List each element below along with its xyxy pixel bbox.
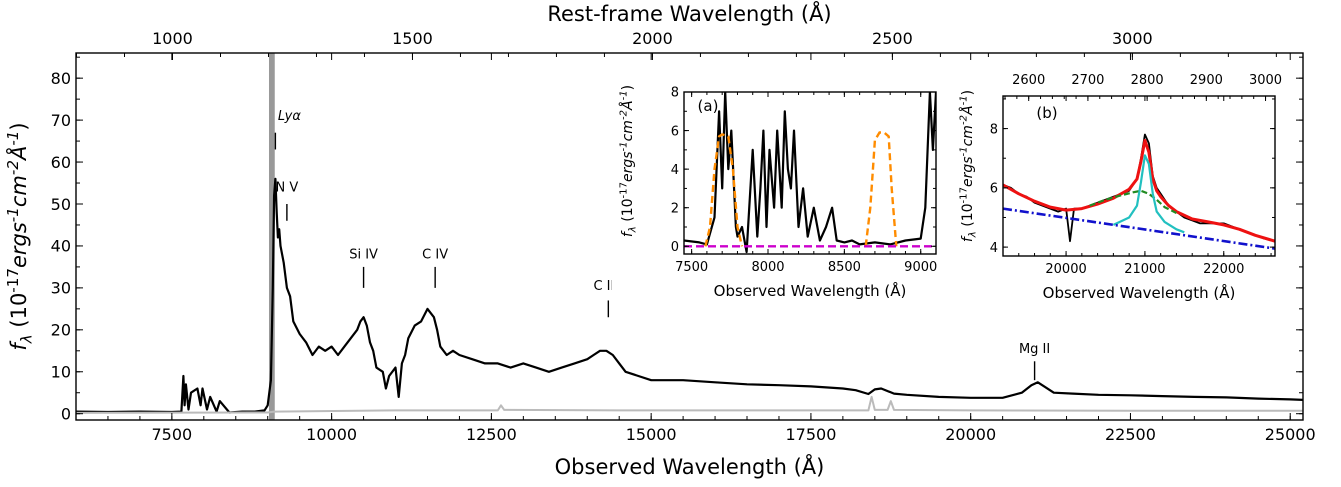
x-tick-label: 8500 [828,260,861,275]
top-x-tick-label: 2500 [872,29,913,48]
y-tick-label: 0 [61,404,71,423]
series-continuum [1003,207,1275,250]
x-tick-label: 10000 [306,425,357,444]
x-tick-label: 22000 [1203,262,1244,277]
top-x-tick-label: 1000 [152,29,193,48]
series-narrow_component [1112,154,1185,234]
x-tick-label: 8000 [751,260,784,275]
x-tick-label: 20000 [1045,262,1086,277]
series-error [76,395,1303,414]
y-tick-label: 8 [990,122,998,137]
lyman-alpha-shaded-band [268,53,275,420]
series-filter_2 [864,131,898,247]
inset-b-panel-label: (b) [1036,104,1057,122]
line-label: Mg II [1019,342,1050,357]
y-tick-label: 6 [671,124,679,139]
inset-b-plot-area [1003,133,1275,250]
line-label: N V [276,180,299,195]
top-x-tick-label: 3000 [1249,73,1282,88]
inset-b: 20000 21000 22000 4 6 8 2600 2700 2800 2900 3000 (b… [955,62,1295,306]
x-axis-label: Observed Wavelength (Å) [555,453,825,479]
axes-frame [683,91,937,255]
x-tick-label: 17500 [785,425,836,444]
y-tick-label: 6 [990,182,998,197]
main-plot-area [76,53,1303,420]
y-tick-label: 70 [51,111,71,130]
x-tick-label: 7500 [152,425,193,444]
inset-a-panel-label: (a) [698,97,719,115]
y-tick-label: 50 [51,195,71,214]
y-tick-label: 4 [990,241,998,256]
top-x-tick-label: 2800 [1131,73,1164,88]
y-axis-label: fλ (10-17ergs-1cm-2Å-1) [4,122,35,350]
y-tick-label: 10 [51,363,71,382]
axes-frame [75,52,1304,421]
x-tick-label: 25000 [1265,425,1316,444]
y-tick-label: 2 [671,201,679,216]
y-tick-label: 40 [51,237,71,256]
x-tick-label: 7500 [675,260,708,275]
top-x-tick-label: 2600 [1012,73,1045,88]
y-tick-label: 60 [51,153,71,172]
x-tick-label: 21000 [1124,262,1165,277]
x-tick-label: 15000 [626,425,677,444]
top-x-tick-label: 2700 [1071,73,1104,88]
top-x-tick-label: 2000 [632,29,673,48]
y-tick-label: 0 [671,240,679,255]
line-label: C IV [422,248,448,263]
line-label: Lyα [278,109,301,124]
x-tick-label: 20000 [945,425,996,444]
y-tick-label: 80 [51,69,71,88]
inset-a-y-axis-label: fλ (10-17ergs-1cm-2Å-1) [619,85,639,237]
top-x-tick-label: 2900 [1190,73,1223,88]
series-broad_component [1089,189,1177,214]
series-model_total [1003,138,1275,243]
top-x-axis-label: Rest-frame Wavelength (Å) [547,0,831,26]
inset-b-y-axis-label: fλ (10-17ergs-1cm-2Å-1) [959,90,979,242]
inset-a-x-axis-label: Observed Wavelength (Å) [714,281,907,300]
inset-a-background [612,60,944,304]
x-tick-label: 12500 [466,425,517,444]
inset-a: 7500 8000 8500 9000 0 2 4 6 8 (a) Observed Wavelen… [612,60,944,304]
top-x-tick-label: 3000 [1112,29,1153,48]
line-label: Si IV [349,248,378,263]
top-x-tick-label: 1500 [392,29,433,48]
x-tick-label: 22500 [1105,425,1156,444]
inset-b-background [955,62,1295,306]
inset-b-x-axis-label: Observed Wavelength (Å) [1043,283,1236,302]
x-tick-label: 9000 [904,260,937,275]
series-flux [684,92,936,254]
inset-a-plot-area [684,92,936,254]
y-tick-label: 20 [51,321,71,340]
y-tick-label: 4 [671,163,679,178]
y-tick-label: 30 [51,279,71,298]
axes-frame [1002,95,1276,257]
y-tick-label: 8 [671,86,679,101]
series-filter_1 [704,133,744,247]
